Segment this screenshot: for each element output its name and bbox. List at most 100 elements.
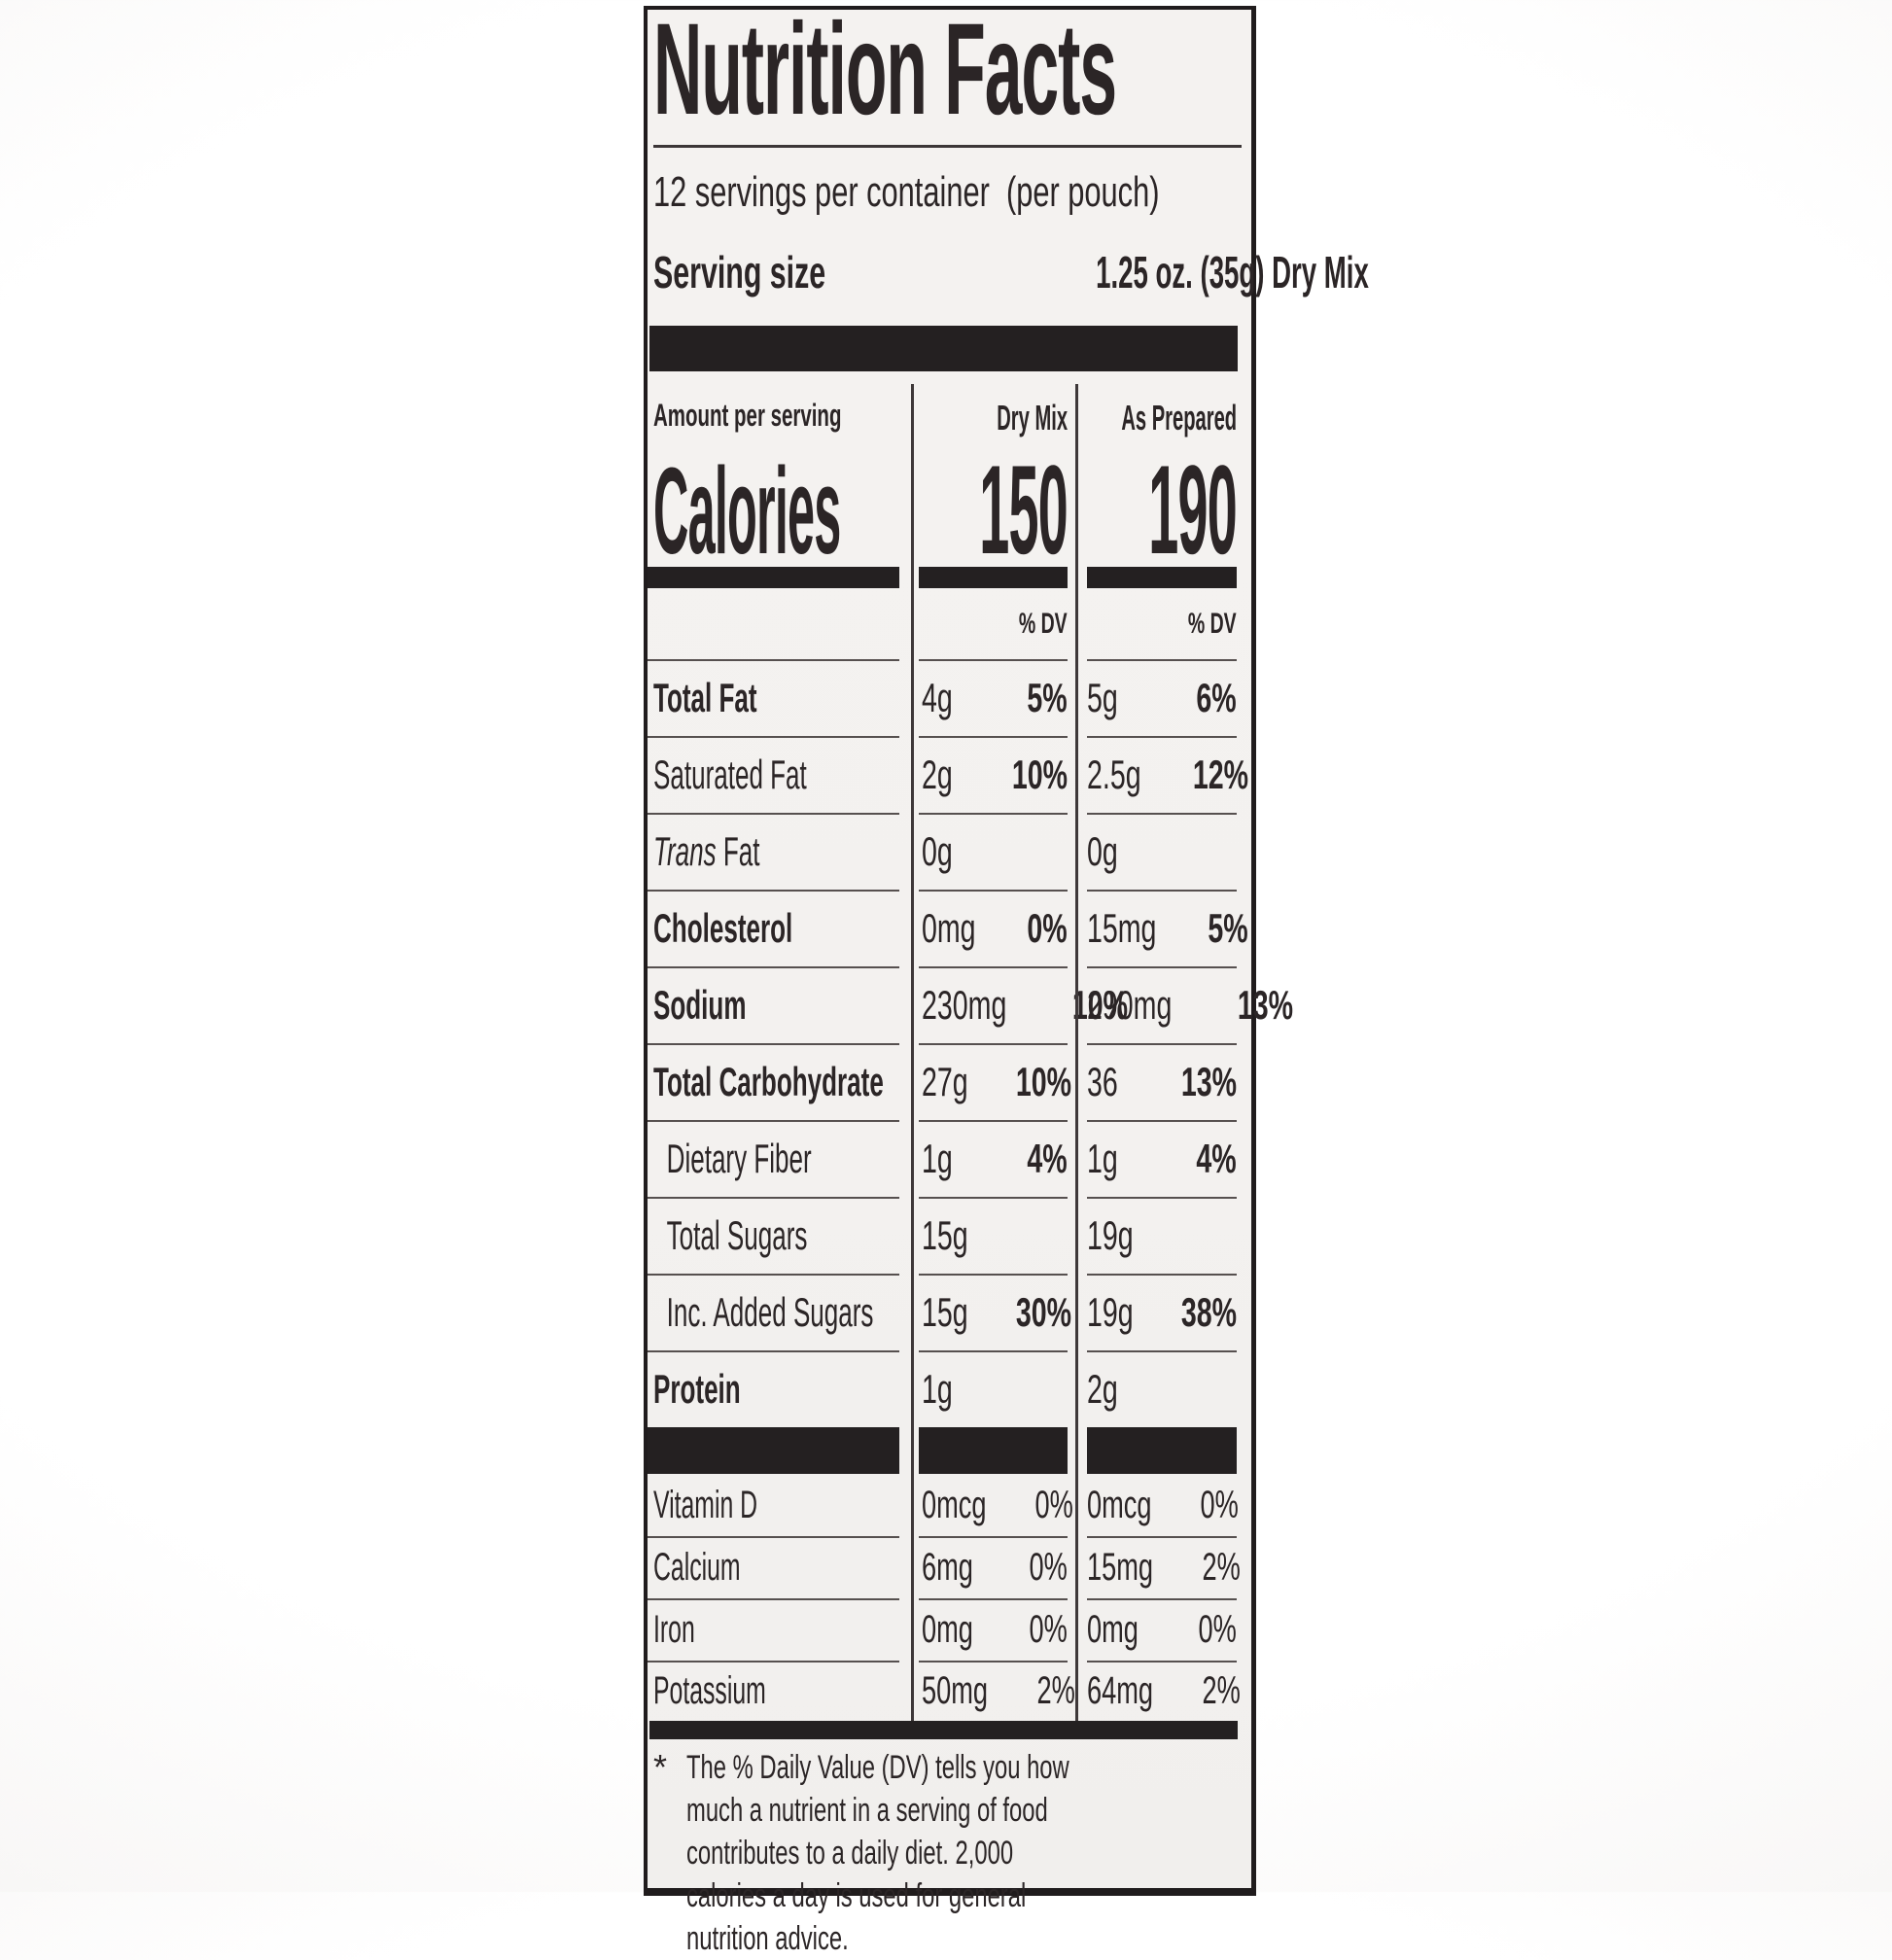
footnote-divider-bar <box>649 1721 1238 1739</box>
prepared-amount: 19g <box>1087 1288 1134 1335</box>
as-prepared-cell: 36 13% <box>1075 1043 1251 1120</box>
bar-segment <box>1075 1427 1251 1474</box>
dry-amount: 230mg <box>922 981 1007 1028</box>
dry-dv: 10% <box>1015 1058 1072 1104</box>
nutrient-name-cell: Trans Fat <box>648 813 911 890</box>
dv-header-spacer <box>648 588 911 659</box>
nutrition-table: Amount per serving Calories Dry Mix 150 … <box>648 384 1293 1722</box>
serving-size-row: Serving size 1.25 oz. (35g) Dry Mix <box>653 243 1369 301</box>
prepared-amount: 0mcg <box>1087 1483 1152 1526</box>
prepared-amount: 0g <box>1087 827 1118 874</box>
nutrient-name: Total Carbohydrate <box>653 1058 884 1104</box>
prepared-amount: 15mg <box>1087 904 1157 951</box>
dv-header-label: % DV <box>1188 607 1237 640</box>
nutrient-name: Dietary Fiber <box>666 1135 812 1181</box>
dry-dv: 0% <box>1029 1545 1068 1589</box>
section-divider-bars <box>648 1427 1251 1474</box>
prepared-amount: 2.5g <box>1087 751 1141 797</box>
as-prepared-cell: 19g 38% <box>1075 1274 1251 1350</box>
dry-amount: 6mg <box>922 1545 973 1589</box>
prepared-dv: 12% <box>1192 751 1248 797</box>
table-row-total-sugars: Total Sugars 15g 19g <box>648 1197 1251 1274</box>
footnote-text: The % Daily Value (DV) tells you how muc… <box>686 1749 1069 1957</box>
panel-title: Nutrition Facts <box>653 0 1117 142</box>
prepared-dv: 0% <box>1200 1483 1239 1526</box>
prepared-amount: 36 <box>1087 1058 1118 1104</box>
nutrient-name: Vitamin D <box>653 1483 758 1526</box>
thick-divider-bar <box>649 326 1238 371</box>
prepared-dv: 4% <box>1196 1135 1237 1181</box>
table-row-vitamin-d: Vitamin D 0mcg 0% 0mcg 0% <box>648 1474 1251 1536</box>
dry-mix-cell: 15g 30% <box>911 1274 1075 1350</box>
bar-segment <box>648 567 911 588</box>
table-row-trans-fat: Trans Fat 0g 0g <box>648 813 1251 890</box>
as-prepared-label: As Prepared <box>1121 398 1237 438</box>
dry-dv: 10% <box>1072 981 1129 1028</box>
daily-value-footnote: * The % Daily Value (DV) tells you how m… <box>653 1746 1244 1960</box>
dry-mix-cell: 27g 10% <box>911 1043 1075 1120</box>
prepared-amount: 5g <box>1087 674 1118 720</box>
dry-mix-calories: 150 <box>979 438 1069 580</box>
as-prepared-cell: 64mg 2% <box>1075 1661 1251 1722</box>
nutrient-name: Cholesterol <box>653 904 793 951</box>
dry-mix-cell: 2g 10% <box>911 736 1075 813</box>
dry-mix-cell: 1g <box>911 1350 1075 1427</box>
dry-dv: 5% <box>1027 674 1068 720</box>
as-prepared-cell: 2g <box>1075 1350 1251 1427</box>
dry-amount: 2g <box>922 751 953 797</box>
panel-inner: Nutrition Facts 12 servings per containe… <box>648 0 1369 1957</box>
as-prepared-cell: 290mg 13% <box>1075 966 1293 1043</box>
nutrient-name-cell: Total Sugars <box>648 1197 911 1274</box>
calories-cell: Amount per serving Calories <box>648 384 911 580</box>
as-prepared-cell: 2.5g 12% <box>1075 736 1251 813</box>
nutrition-facts-panel: Nutrition Facts 12 servings per containe… <box>644 0 1369 1957</box>
table-row-calcium: Calcium 6mg 0% 15mg 2% <box>648 1536 1251 1598</box>
dv-header-label: % DV <box>1019 607 1068 640</box>
nutrient-name: Saturated Fat <box>653 751 807 797</box>
dry-amount: 15g <box>922 1288 968 1335</box>
bar-segment <box>648 1427 911 1474</box>
dry-mix-cell: 230mg 10% <box>911 966 1128 1043</box>
nutrient-name: Trans Fat <box>653 828 759 875</box>
dry-mix-cell: 0mg 0% <box>911 890 1075 966</box>
dry-amount: 0mcg <box>922 1483 987 1526</box>
dry-mix-cell: 4g 5% <box>911 659 1075 736</box>
trans-rest: Fat <box>716 827 760 874</box>
dry-amount: 0mg <box>922 1607 973 1651</box>
nutrient-name: Iron <box>653 1607 695 1651</box>
table-row-protein: Protein 1g 2g <box>648 1350 1251 1427</box>
servings-per-container: 12 servings per container (per pouch) <box>653 168 1160 216</box>
prepared-dv: 2% <box>1202 1669 1241 1712</box>
nutrient-name-cell: Vitamin D <box>648 1474 911 1536</box>
prepared-amount: 19g <box>1087 1211 1134 1258</box>
table-row-iron: Iron 0mg 0% 0mg 0% <box>648 1598 1251 1661</box>
prepared-amount: 2g <box>1087 1365 1118 1412</box>
calories-header-row: Amount per serving Calories Dry Mix 150 … <box>648 384 1251 580</box>
nutrient-name: Total Sugars <box>666 1211 808 1258</box>
calories-label: Calories <box>653 442 841 580</box>
dry-amount: 0mg <box>922 904 976 951</box>
dry-amount: 27g <box>922 1058 968 1104</box>
as-prepared-cell: 15mg 2% <box>1075 1536 1251 1598</box>
dry-dv: 0% <box>1034 1483 1073 1526</box>
prepared-amount: 15mg <box>1087 1545 1154 1589</box>
table-row-sodium: Sodium 230mg 10% 290mg 13% <box>648 966 1293 1043</box>
prepared-dv: 13% <box>1180 1058 1237 1104</box>
as-prepared-cell: 5g 6% <box>1075 659 1251 736</box>
nutrient-name-cell: Dietary Fiber <box>648 1120 911 1197</box>
as-prepared-cell: 15mg 5% <box>1075 890 1251 966</box>
bar-segment <box>911 567 1075 588</box>
nutrient-name-cell: Total Fat <box>648 659 911 736</box>
dry-mix-label: Dry Mix <box>997 398 1068 438</box>
nutrient-name: Calcium <box>653 1545 741 1589</box>
prepared-dv: 0% <box>1198 1607 1237 1651</box>
dry-amount: 4g <box>922 674 953 720</box>
dry-mix-cell: 1g 4% <box>911 1120 1075 1197</box>
nutrient-name: Potassium <box>653 1669 766 1712</box>
prepared-amount: 290mg <box>1087 981 1173 1028</box>
nutrient-name-cell: Sodium <box>648 966 911 1043</box>
dry-dv: 2% <box>1036 1669 1075 1712</box>
prepared-dv: 6% <box>1196 674 1237 720</box>
dry-amount: 1g <box>922 1365 953 1412</box>
nutrient-name-cell: Calcium <box>648 1536 911 1598</box>
